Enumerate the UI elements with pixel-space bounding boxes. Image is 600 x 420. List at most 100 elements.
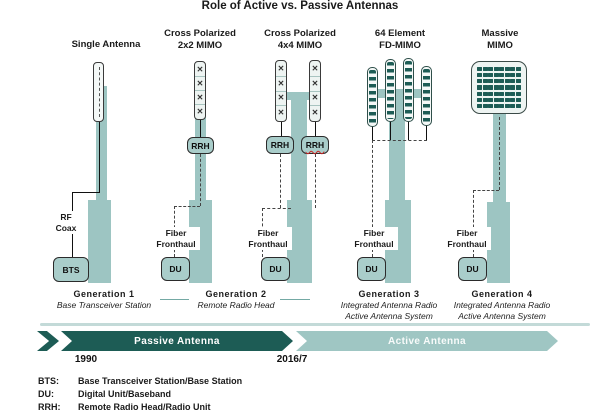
- massive-mimo-element: [488, 85, 493, 90]
- timeline-track: [40, 323, 590, 326]
- massive-mimo-element: [494, 91, 499, 96]
- fiber-fronthaul-label: Fiber Fronthaul: [443, 227, 491, 250]
- massive-mimo-element-pair: [499, 73, 510, 78]
- massive-mimo-element: [499, 85, 504, 90]
- cross-polarized-element-icon: ✕: [195, 76, 205, 90]
- massive-mimo-element: [494, 73, 499, 78]
- legend-value-rrh: Remote Radio Head/Radio Unit: [78, 402, 211, 412]
- cross-polarized-antenna: ✕ ✕ ✕ ✕: [275, 60, 287, 122]
- timeline-start-chevron: [37, 331, 59, 351]
- massive-mimo-panel: [471, 61, 527, 114]
- cable-label-line: Fiber: [257, 228, 279, 238]
- massive-mimo-element: [488, 91, 493, 96]
- column-header-single-antenna: Single Antenna: [46, 39, 166, 51]
- header-line: 4x4 MIMO: [277, 40, 323, 51]
- header-line: MIMO: [487, 40, 513, 51]
- cable-label-line: Fiber: [165, 228, 187, 238]
- active-antenna-label: Active Antenna: [387, 335, 467, 347]
- generation-separator-line: [160, 299, 189, 300]
- mast-base: [88, 200, 111, 283]
- cross-polarized-antenna: ✕ ✕ ✕ ✕: [194, 61, 206, 120]
- massive-mimo-element: [477, 79, 482, 84]
- cross-polarized-element-icon: ✕: [311, 63, 319, 73]
- massive-mimo-element: [516, 91, 521, 96]
- header-line: Massive: [481, 28, 519, 39]
- massive-mimo-element: [477, 97, 482, 102]
- cross-polarized-element-icon: ✕: [310, 75, 320, 91]
- fd-mimo-antenna-bar: [421, 66, 432, 126]
- massive-mimo-grid-row: [477, 85, 521, 90]
- fiber-fronthaul-line: [473, 190, 474, 257]
- massive-mimo-element: [488, 79, 493, 84]
- massive-mimo-element: [499, 79, 504, 84]
- du-box: DU: [357, 257, 386, 281]
- fd-mimo-antenna-bar: [385, 59, 396, 122]
- generation-title: Generation 4: [471, 289, 533, 299]
- massive-mimo-grid-row: [477, 73, 521, 78]
- passive-antenna-band: Passive Antenna: [61, 331, 293, 351]
- massive-mimo-element: [505, 103, 510, 108]
- massive-mimo-element: [505, 85, 510, 90]
- legend-value-bts: Base Transceiver Station/Base Station: [78, 376, 243, 386]
- rrh-box: RRH: [301, 136, 329, 154]
- massive-mimo-element-pair: [488, 91, 499, 96]
- cross-polarized-element-icon: ✕: [276, 90, 286, 106]
- du-box: DU: [458, 257, 487, 281]
- massive-mimo-element: [499, 91, 504, 96]
- rf-coax-cable: [72, 192, 100, 193]
- massive-mimo-element-pair: [477, 73, 488, 78]
- massive-mimo-element-pair: [477, 97, 488, 102]
- fiber-fronthaul-line: [174, 206, 200, 207]
- massive-mimo-element: [494, 79, 499, 84]
- bts-box: BTS: [53, 257, 89, 282]
- massive-mimo-element: [477, 73, 482, 78]
- cable-label-line: Fronthaul: [354, 238, 394, 249]
- massive-mimo-element: [483, 91, 488, 96]
- rf-coax-label: RF Coax: [48, 211, 84, 234]
- generation-subtitle: Integrated Antenna Radio: [453, 300, 551, 310]
- massive-mimo-element: [510, 79, 515, 84]
- massive-mimo-element: [488, 73, 493, 78]
- cross-polarized-element-icon: ✕: [196, 64, 204, 74]
- massive-mimo-element: [494, 103, 499, 108]
- cable-label-line: Fronthaul: [248, 238, 288, 249]
- massive-mimo-element: [510, 73, 515, 78]
- antenna-feed-line: [408, 122, 409, 140]
- column-header-massive-mimo: Massive MIMO: [440, 28, 560, 52]
- antenna-element-stripes: [423, 69, 430, 123]
- mast-base: [189, 200, 212, 283]
- massive-mimo-grid-row: [477, 97, 521, 102]
- antenna-element-stripes: [369, 70, 376, 124]
- cross-polarized-element-icon: ✕: [195, 104, 205, 118]
- mast-pole: [389, 98, 405, 200]
- massive-mimo-element: [510, 67, 515, 72]
- massive-mimo-element: [483, 73, 488, 78]
- massive-mimo-element: [505, 97, 510, 102]
- generation-title: Generation 1: [73, 289, 135, 299]
- legend-value-du: Digital Unit/Baseband: [78, 389, 172, 399]
- generation-subtitle: Remote Radio Head: [197, 300, 275, 310]
- massive-mimo-element-pair: [510, 73, 521, 78]
- cross-polarized-element-icon: ✕: [195, 90, 205, 104]
- fiber-fronthaul-label: Fiber Fronthaul: [350, 227, 398, 250]
- massive-mimo-element-pair: [477, 103, 488, 108]
- mast-crossbar: [281, 92, 317, 100]
- massive-mimo-grid-row: [477, 79, 521, 84]
- header-line: 64 Element: [374, 28, 426, 39]
- header-line: 2x2 MIMO: [177, 40, 223, 51]
- massive-mimo-element-pair: [510, 103, 521, 108]
- massive-mimo-element-pair: [499, 97, 510, 102]
- bts-label: BTS: [62, 264, 80, 275]
- fd-mimo-antenna-bar: [403, 58, 414, 122]
- massive-mimo-element: [488, 67, 493, 72]
- massive-mimo-element-pair: [499, 85, 510, 90]
- generation-subtitle: Base Transceiver Station: [56, 300, 152, 310]
- massive-mimo-element: [505, 91, 510, 96]
- massive-mimo-element-pair: [488, 73, 499, 78]
- cross-polarized-element-icon: ✕: [276, 75, 286, 91]
- massive-mimo-element: [505, 73, 510, 78]
- passive-antenna-label: Passive Antenna: [134, 335, 220, 347]
- rrh-box: RRH: [187, 137, 214, 154]
- column-header-2x2-mimo: Cross Polarized 2x2 MIMO: [140, 28, 260, 52]
- cable-label-line: Fiber: [456, 228, 478, 238]
